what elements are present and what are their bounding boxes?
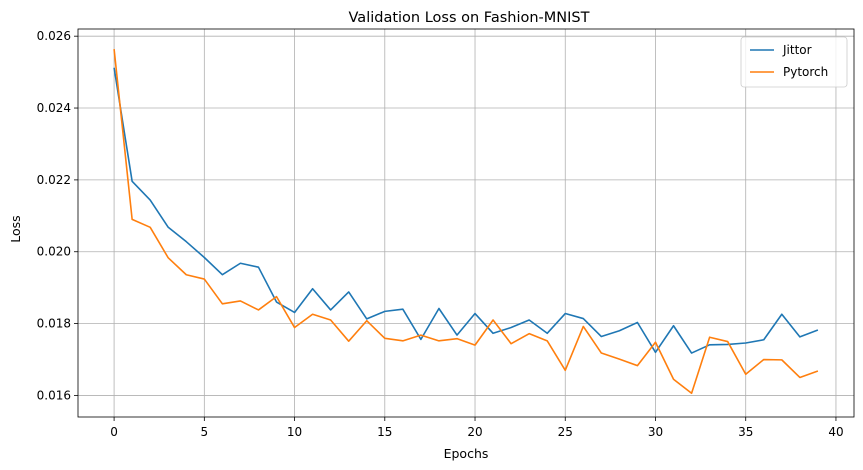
x-tick-label: 35 (738, 425, 753, 439)
plot-frame (77, 28, 855, 418)
x-axis-ticks: 0 5 10 15 20 25 30 35 40 (110, 417, 844, 439)
series-line-jittor (113, 67, 819, 354)
x-tick-label: 5 (201, 425, 209, 439)
grid-lines (78, 29, 854, 417)
x-tick-label: 30 (648, 425, 663, 439)
x-tick-label: 40 (828, 425, 843, 439)
legend-label-jittor: Jittor (782, 43, 812, 57)
y-tick-label: 0.026 (37, 29, 71, 43)
x-tick-label: 0 (110, 425, 118, 439)
x-tick-label: 20 (467, 425, 482, 439)
x-tick-label: 15 (377, 425, 392, 439)
y-tick-label: 0.022 (37, 173, 71, 187)
y-tick-label: 0.018 (37, 317, 71, 331)
x-tick-label: 10 (287, 425, 302, 439)
x-axis-label: Epochs (444, 446, 489, 461)
series-lines (113, 49, 819, 395)
y-axis-ticks: 0.016 0.018 0.020 0.022 0.024 0.026 (37, 29, 78, 402)
legend-label-pytorch: Pytorch (783, 65, 828, 79)
y-axis-label: Loss (8, 215, 23, 242)
chart-title: Validation Loss on Fashion-MNIST (349, 10, 590, 26)
y-tick-label: 0.016 (37, 388, 71, 402)
y-tick-label: 0.024 (37, 101, 71, 115)
x-tick-label: 25 (558, 425, 573, 439)
legend: Jittor Pytorch (740, 36, 848, 88)
series-line-pytorch (113, 49, 819, 395)
y-tick-label: 0.020 (37, 245, 71, 259)
